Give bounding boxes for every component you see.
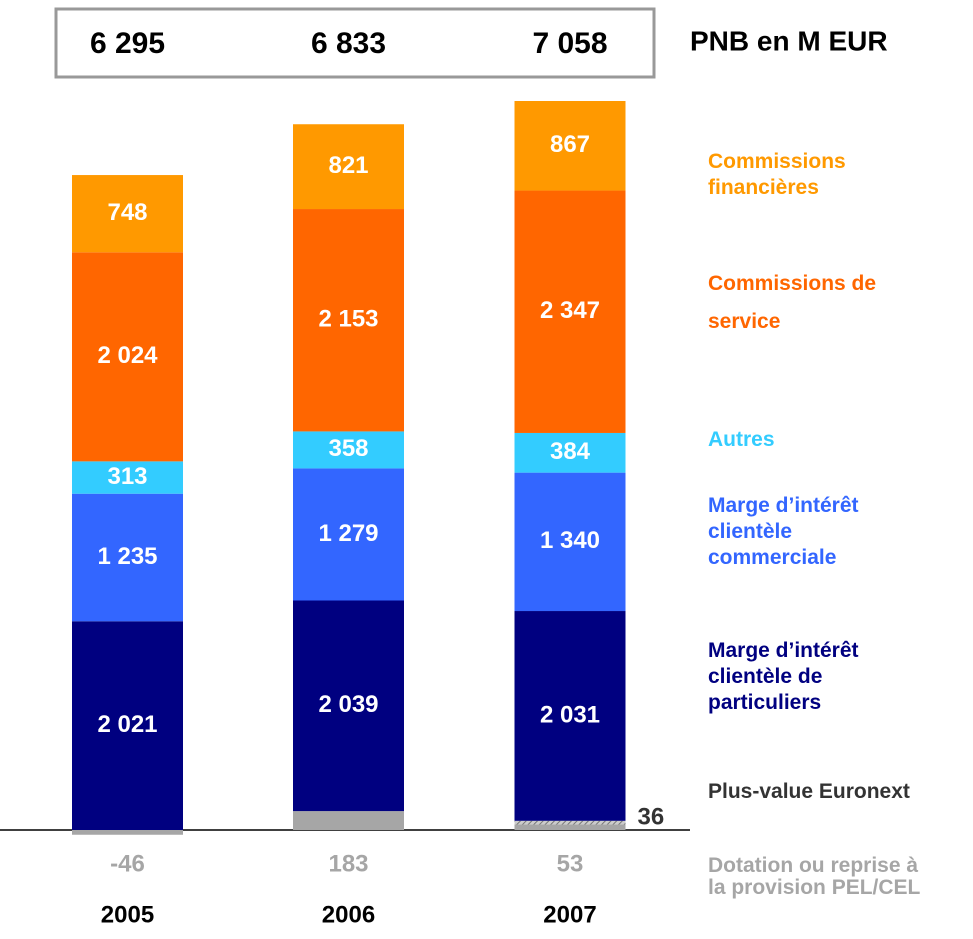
value-label: 36 (638, 803, 665, 830)
bar-segment (293, 124, 404, 210)
x-tick-label: 2007 (543, 901, 596, 928)
value-label: 748 (107, 199, 147, 226)
bar-segment (514, 611, 626, 821)
total-label: 6 295 (90, 27, 165, 60)
value-label: 1 340 (540, 527, 600, 554)
bar-segment (514, 190, 626, 433)
value-label: 867 (550, 131, 590, 158)
legend-entry: Plus-value Euronext (708, 780, 910, 803)
x-tick-label: 2006 (322, 901, 375, 928)
bar-segment (514, 432, 626, 473)
total-label: 7 058 (532, 27, 607, 60)
bar-segment (72, 621, 183, 830)
bar-segment (293, 811, 404, 830)
legend-entry: Commissions de service (708, 272, 877, 333)
value-label: -46 (110, 850, 145, 877)
legend-entry: Autres (708, 428, 775, 451)
value-label: 53 (557, 850, 584, 877)
value-label: 1 279 (318, 520, 378, 547)
value-label: 384 (550, 438, 591, 465)
bar-segment (72, 493, 183, 622)
chart-title: PNB en M EUR (690, 25, 888, 56)
value-label: 2 039 (318, 691, 378, 718)
value-label: 2 153 (318, 306, 378, 333)
legend-entry: Commissions financières (708, 150, 846, 199)
bar-segment (72, 252, 183, 462)
bar-segment (72, 461, 183, 494)
value-label: 2 021 (97, 711, 157, 738)
bar-segment (72, 175, 183, 253)
totals-box (54, 7, 656, 79)
x-tick-label: 2005 (101, 901, 154, 928)
legend-entry: Marge d’intérêt clientèle commerciale (708, 494, 859, 569)
total-label: 6 833 (311, 27, 386, 60)
bar-segment (293, 600, 404, 812)
bar-segment (293, 468, 404, 601)
bar-segment (514, 824, 626, 830)
bar-segment (514, 820, 626, 825)
bar-segment (293, 431, 404, 469)
bar-segment (514, 101, 626, 191)
legend-entry: Marge d’intérêt clientèle de particulier… (708, 639, 859, 714)
value-label: 2 031 (540, 701, 600, 728)
bar-segment (514, 472, 626, 612)
bar-segment (293, 209, 404, 432)
value-label: 2 024 (97, 342, 158, 369)
value-label: 1 235 (97, 543, 157, 570)
value-label: 313 (107, 463, 147, 490)
value-label: 821 (328, 152, 368, 179)
value-label: 2 347 (540, 297, 600, 324)
legend-entry: Dotation ou reprise à la provision PEL/C… (708, 854, 921, 899)
bar-segment (72, 830, 183, 835)
value-label: 183 (328, 850, 368, 877)
value-label: 358 (328, 435, 368, 462)
